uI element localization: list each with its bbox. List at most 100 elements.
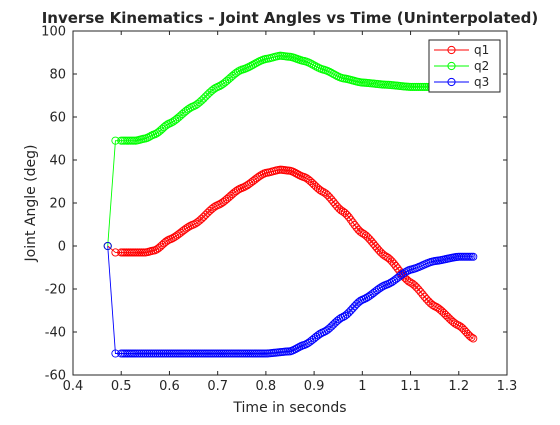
- data-point: [294, 170, 304, 180]
- data-point: [227, 349, 236, 358]
- data-point: [412, 82, 421, 91]
- data-point: [232, 349, 242, 358]
- data-point: [412, 283, 421, 292]
- legend-item-q1: q1: [434, 43, 489, 57]
- data-point: [252, 58, 261, 67]
- legend-label: q3: [474, 75, 489, 89]
- y-tick-label: -40: [45, 326, 66, 341]
- data-point: [139, 349, 148, 358]
- legend-item-q2: q2: [434, 59, 489, 73]
- data-point: [414, 285, 423, 294]
- data-point: [173, 349, 182, 358]
- data-point: [161, 349, 170, 358]
- data-point: [418, 290, 427, 299]
- x-tick-label: 1.1: [400, 379, 421, 394]
- data-point: [149, 349, 158, 358]
- data-point: [139, 248, 148, 257]
- data-point: [246, 349, 255, 358]
- data-point: [137, 248, 146, 257]
- data-point: [236, 349, 245, 358]
- data-point: [238, 349, 247, 358]
- data-point: [133, 349, 142, 358]
- data-point: [319, 327, 328, 337]
- data-point: [207, 205, 216, 214]
- data-point: [209, 349, 218, 358]
- data-point: [141, 349, 150, 358]
- y-tick-label: 100: [41, 25, 66, 40]
- data-point: [252, 349, 261, 358]
- data-point: [180, 349, 189, 358]
- data-point: [300, 173, 309, 182]
- legend-swatch-marker: [447, 45, 456, 55]
- data-point: [188, 349, 197, 358]
- data-point: [294, 343, 304, 352]
- data-point: [191, 219, 200, 228]
- data-point: [234, 185, 243, 194]
- data-point: [420, 292, 429, 301]
- legend-label: q2: [474, 59, 489, 73]
- data-point: [420, 82, 429, 91]
- data-point: [219, 349, 228, 358]
- data-point: [153, 349, 162, 358]
- data-point: [159, 349, 168, 358]
- data-point: [230, 349, 240, 358]
- data-point: [254, 349, 263, 358]
- data-point: [157, 349, 166, 358]
- data-point: [469, 334, 478, 343]
- data-point: [189, 102, 198, 111]
- data-point: [190, 349, 199, 358]
- data-point: [242, 349, 251, 358]
- data-point: [131, 349, 140, 358]
- data-point: [258, 170, 267, 179]
- data-point: [426, 299, 435, 308]
- data-point: [103, 241, 112, 251]
- data-point: [225, 349, 234, 358]
- data-point: [215, 349, 224, 358]
- x-tick-label: 0.9: [304, 379, 325, 394]
- data-point: [175, 349, 184, 358]
- y-axis-title: Joint Angle (deg): [23, 145, 39, 263]
- data-point: [402, 267, 411, 276]
- x-tick-label: 0.8: [256, 379, 277, 394]
- data-point: [198, 349, 207, 358]
- legend-item-q3: q3: [434, 75, 489, 89]
- legend-label: q1: [474, 43, 489, 57]
- y-tick-label: 40: [49, 154, 66, 169]
- data-point: [145, 349, 154, 358]
- data-point: [378, 282, 387, 291]
- data-point: [406, 278, 415, 287]
- data-point: [202, 349, 211, 358]
- data-point: [211, 349, 220, 358]
- data-point: [169, 349, 178, 358]
- data-point: [418, 82, 427, 91]
- data-point: [203, 349, 213, 358]
- data-point: [176, 349, 186, 358]
- data-point: [186, 349, 195, 358]
- data-point: [234, 349, 243, 358]
- x-tick-label: 1.3: [497, 379, 518, 394]
- legend-swatch-marker: [447, 61, 456, 71]
- data-point: [178, 349, 187, 358]
- data-point: [196, 349, 205, 358]
- data-point: [135, 248, 144, 257]
- data-point: [259, 349, 269, 358]
- x-tick-label: 0.6: [159, 379, 180, 394]
- series-q1: [103, 165, 478, 343]
- data-point: [467, 333, 476, 342]
- data-point: [223, 349, 232, 358]
- data-point: [217, 349, 226, 358]
- data-point: [221, 349, 230, 358]
- data-point: [234, 67, 243, 76]
- data-point: [229, 349, 238, 358]
- data-point: [171, 349, 180, 358]
- data-point: [337, 313, 346, 322]
- data-point: [191, 101, 200, 110]
- y-tick-label: 0: [58, 240, 66, 255]
- x-tick-label: 1.2: [448, 379, 469, 394]
- data-point: [248, 349, 257, 358]
- y-tick-label: -60: [45, 369, 66, 384]
- data-point: [207, 86, 216, 95]
- y-tick-label: 80: [49, 68, 66, 83]
- data-point: [414, 82, 423, 91]
